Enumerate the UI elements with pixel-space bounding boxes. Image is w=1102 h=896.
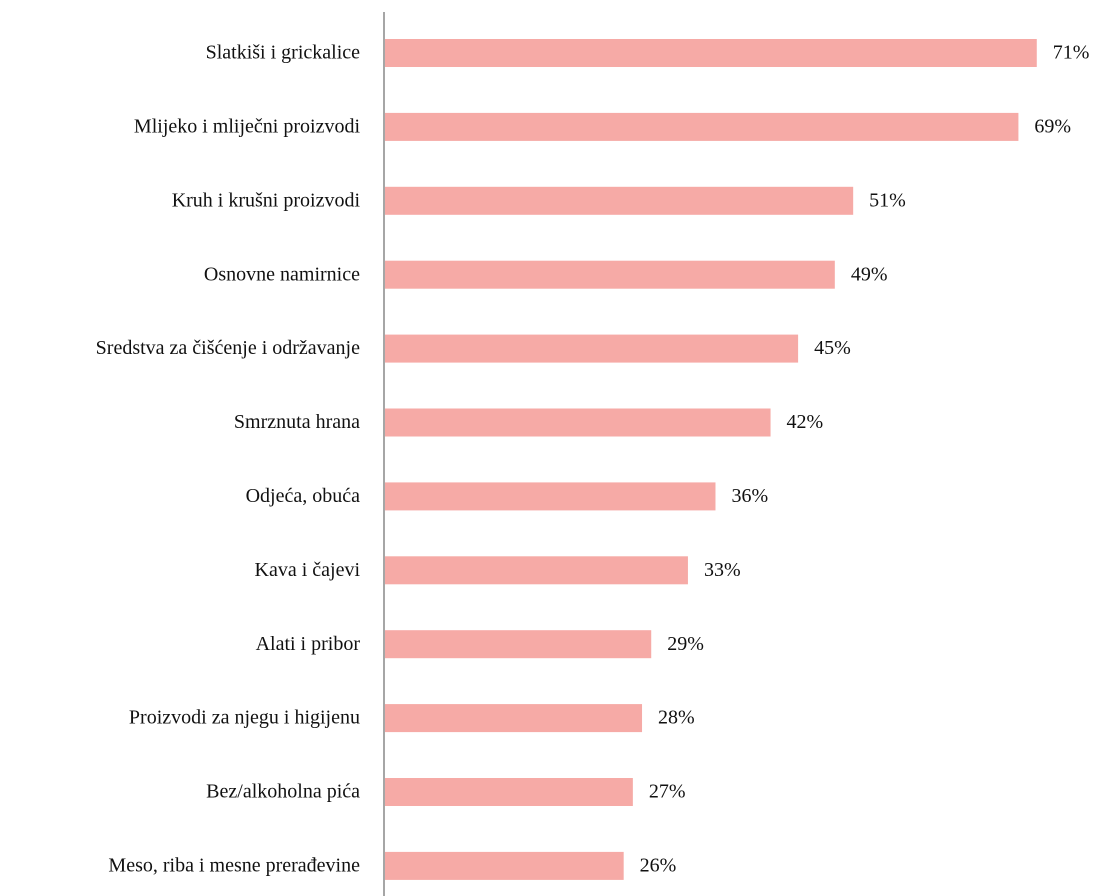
category-label: Kruh i krušni proizvodi bbox=[172, 189, 361, 211]
bar bbox=[385, 482, 716, 511]
category-label: Proizvodi za njegu i higijenu bbox=[129, 707, 360, 729]
bar bbox=[385, 778, 633, 806]
category-label: Sredstva za čišćenje i održavanje bbox=[96, 337, 360, 359]
bar bbox=[385, 186, 854, 215]
category-label: Meso, riba i mesne prerađevine bbox=[108, 854, 360, 876]
category-label: Osnovne namirnice bbox=[204, 263, 360, 285]
category-label: Bez/alkoholna pića bbox=[206, 781, 360, 803]
data-label: 36% bbox=[731, 485, 768, 507]
data-label: 33% bbox=[704, 559, 741, 581]
bar bbox=[385, 630, 652, 659]
data-label: 42% bbox=[787, 411, 824, 433]
data-label: 27% bbox=[649, 781, 686, 803]
category-label: Kava i čajevi bbox=[255, 559, 361, 581]
category-label: Alati i pribor bbox=[256, 633, 361, 655]
category-label: Smrznuta hrana bbox=[234, 411, 360, 433]
bar bbox=[385, 704, 643, 733]
data-label: 26% bbox=[640, 854, 677, 876]
category-label: Mlijeko i mliječni proizvodi bbox=[134, 115, 361, 137]
data-label: 69% bbox=[1034, 115, 1071, 137]
bar bbox=[385, 556, 688, 585]
bar bbox=[385, 39, 1037, 67]
category-label: Slatkiši i grickalice bbox=[206, 42, 361, 64]
data-label: 28% bbox=[658, 707, 695, 729]
data-label: 49% bbox=[851, 263, 888, 285]
bar bbox=[385, 851, 624, 880]
data-label: 45% bbox=[814, 337, 851, 359]
data-label: 29% bbox=[667, 633, 704, 655]
data-label: 51% bbox=[869, 189, 906, 211]
bar bbox=[385, 112, 1019, 141]
category-label: Odjeća, obuća bbox=[246, 485, 361, 507]
bar bbox=[385, 408, 771, 437]
bar bbox=[385, 334, 799, 363]
data-label: 71% bbox=[1053, 42, 1090, 64]
bar bbox=[385, 260, 835, 289]
